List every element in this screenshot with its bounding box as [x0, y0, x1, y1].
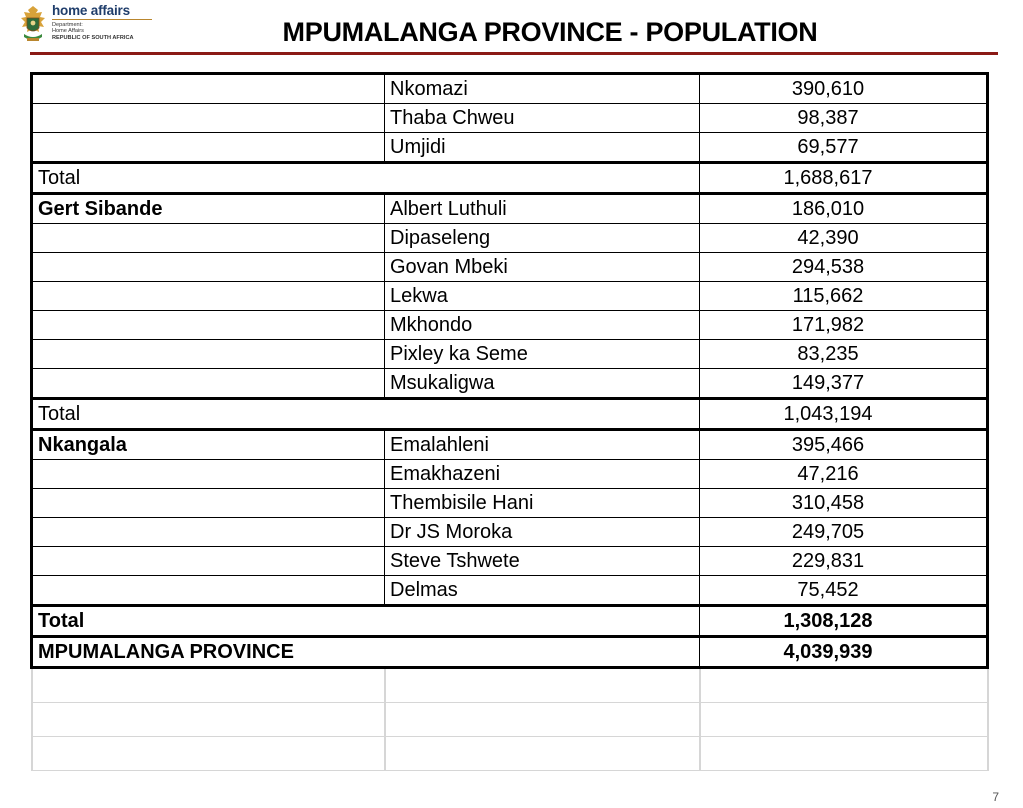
empty-cell [698, 736, 989, 771]
total-value: 1,688,617 [699, 161, 989, 194]
municipality-cell: Albert Luthuli [384, 192, 700, 224]
total-value: 1,043,194 [699, 397, 989, 430]
population-cell: 75,452 [699, 575, 989, 606]
municipality-cell: Lekwa [384, 281, 700, 311]
empty-cell [698, 702, 989, 737]
empty-cell [30, 667, 385, 703]
district-cell [30, 223, 385, 253]
population-cell: 249,705 [699, 517, 989, 547]
municipality-cell: Thembisile Hani [384, 488, 700, 518]
table-row: Govan Mbeki 294,538 [30, 252, 989, 282]
district-cell [30, 339, 385, 369]
district-cell: Nkangala [30, 428, 385, 460]
empty-cell [698, 667, 989, 703]
total-value: 1,308,128 [699, 604, 989, 637]
logo-line-3: REPUBLIC OF SOUTH AFRICA [52, 34, 134, 41]
table-row: Nkangala Emalahleni 395,466 [30, 428, 989, 460]
municipality-cell: Dr JS Moroka [384, 517, 700, 547]
table-row: Delmas 75,452 [30, 575, 989, 606]
table-row: Thaba Chweu 98,387 [30, 103, 989, 133]
total-row: Total 1,043,194 [30, 397, 989, 430]
page-title: MPUMALANGA PROVINCE - POPULATION [282, 17, 818, 47]
logo-divider [52, 19, 152, 20]
table-row: Dipaseleng 42,390 [30, 223, 989, 253]
empty-cell [30, 702, 385, 737]
municipality-cell: Delmas [384, 575, 700, 606]
population-cell: 395,466 [699, 428, 989, 460]
table-row: Nkomazi 390,610 [30, 72, 989, 104]
province-total-row: MPUMALANGA PROVINCE 4,039,939 [30, 635, 989, 669]
empty-row [30, 702, 989, 737]
municipality-cell: Dipaseleng [384, 223, 700, 253]
table-row: Msukaligwa 149,377 [30, 368, 989, 399]
district-cell [30, 132, 385, 163]
population-cell: 98,387 [699, 103, 989, 133]
table-row: Thembisile Hani 310,458 [30, 488, 989, 518]
empty-row [30, 667, 989, 703]
total-label: Total [30, 161, 700, 194]
municipality-cell: Emakhazeni [384, 459, 700, 489]
total-label: Total [30, 604, 700, 637]
logo-line-2: Home Affairs [52, 28, 84, 35]
district-cell [30, 575, 385, 606]
population-cell: 229,831 [699, 546, 989, 576]
district-cell [30, 103, 385, 133]
population-table: Nkomazi 390,610 Thaba Chweu 98,387 Umjid… [30, 72, 989, 771]
table-row: Mkhondo 171,982 [30, 310, 989, 340]
table-row: Steve Tshwete 229,831 [30, 546, 989, 576]
district-cell [30, 281, 385, 311]
district-cell [30, 72, 385, 104]
home-affairs-logo: home affairs Department: Home Affairs RE… [18, 4, 153, 50]
population-cell: 149,377 [699, 368, 989, 399]
title-divider [30, 52, 998, 55]
population-cell: 186,010 [699, 192, 989, 224]
municipality-cell: Pixley ka Seme [384, 339, 700, 369]
municipality-cell: Msukaligwa [384, 368, 700, 399]
population-cell: 310,458 [699, 488, 989, 518]
municipality-cell: Thaba Chweu [384, 103, 700, 133]
province-total-label: MPUMALANGA PROVINCE [30, 635, 700, 669]
coat-of-arms-icon [21, 6, 45, 41]
logo-name: home affairs [52, 3, 130, 18]
municipality-cell: Govan Mbeki [384, 252, 700, 282]
empty-cell [383, 702, 700, 737]
population-cell: 115,662 [699, 281, 989, 311]
population-cell: 171,982 [699, 310, 989, 340]
logo-line-1: Department: [52, 22, 83, 28]
district-cell [30, 546, 385, 576]
municipality-cell: Nkomazi [384, 72, 700, 104]
district-cell [30, 459, 385, 489]
table-row: Pixley ka Seme 83,235 [30, 339, 989, 369]
municipality-cell: Mkhondo [384, 310, 700, 340]
municipality-cell: Emalahleni [384, 428, 700, 460]
district-cell [30, 368, 385, 399]
district-cell [30, 252, 385, 282]
empty-cell [383, 736, 700, 771]
page-number: 7 [992, 790, 999, 804]
empty-cell [30, 736, 385, 771]
population-cell: 42,390 [699, 223, 989, 253]
district-cell: Gert Sibande [30, 192, 385, 224]
district-cell [30, 310, 385, 340]
population-cell: 83,235 [699, 339, 989, 369]
table-row: Dr JS Moroka 249,705 [30, 517, 989, 547]
empty-row [30, 736, 989, 771]
population-cell: 69,577 [699, 132, 989, 163]
total-row: Total 1,308,128 [30, 604, 989, 637]
table-row: Emakhazeni 47,216 [30, 459, 989, 489]
population-cell: 47,216 [699, 459, 989, 489]
population-cell: 390,610 [699, 72, 989, 104]
municipality-cell: Umjidi [384, 132, 700, 163]
population-cell: 294,538 [699, 252, 989, 282]
table-row: Lekwa 115,662 [30, 281, 989, 311]
municipality-cell: Steve Tshwete [384, 546, 700, 576]
table-row: Umjidi 69,577 [30, 132, 989, 163]
total-row: Total 1,688,617 [30, 161, 989, 194]
province-total-value: 4,039,939 [699, 635, 989, 669]
district-cell [30, 517, 385, 547]
total-label: Total [30, 397, 700, 430]
district-cell [30, 488, 385, 518]
table-row: Gert Sibande Albert Luthuli 186,010 [30, 192, 989, 224]
empty-cell [383, 667, 700, 703]
